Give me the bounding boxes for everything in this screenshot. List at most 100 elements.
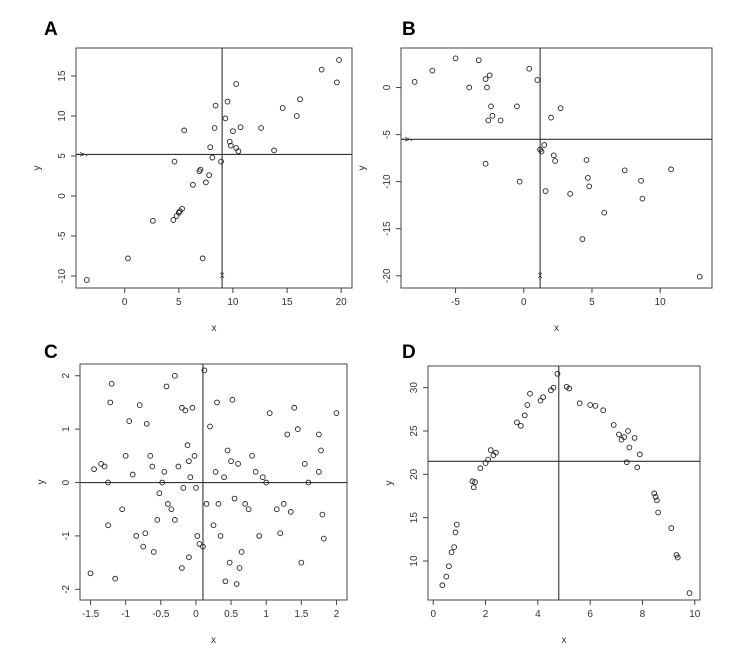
data-point [686, 590, 693, 596]
data-point [186, 458, 192, 465]
data-point [87, 570, 94, 577]
data-point [625, 428, 631, 434]
data-point [336, 57, 342, 63]
data-point [211, 125, 218, 131]
data-point [175, 209, 182, 216]
data-point [230, 128, 236, 135]
x-axis-a: 0 5 10 15 20 x [122, 288, 347, 334]
data-point [316, 431, 322, 438]
x-axis-d: 0 2 4 6 8 10 x [430, 600, 701, 646]
data-point [287, 509, 294, 515]
data-point [231, 495, 238, 502]
x-tick-label: 1.5 [294, 609, 308, 620]
y-axis-title-a: y [32, 166, 43, 171]
y-tick-label: 25 [409, 425, 420, 437]
data-point [566, 385, 573, 392]
y-axis-title-c: y [36, 480, 47, 485]
y-tick-label: 15 [57, 70, 68, 82]
data-point [161, 469, 168, 475]
data-point [182, 407, 189, 414]
data-point [226, 138, 233, 145]
x-tick-label: 2 [483, 609, 489, 620]
data-point [238, 549, 245, 555]
y-tick-label: -15 [382, 221, 393, 236]
data-point [164, 501, 171, 507]
plot-frame-d [427, 365, 701, 601]
data-point [451, 544, 458, 550]
y-tick-label: 5 [57, 153, 68, 159]
y-tick-label: 10 [409, 555, 420, 567]
mean-marker-x-a: x̄ [220, 270, 225, 280]
data-point [318, 66, 325, 73]
x-tick-label: 15 [281, 297, 293, 308]
data-point [209, 154, 216, 161]
y-tick-label: 1 [61, 426, 72, 432]
x-axis-b: -5 0 5 10 x [451, 288, 666, 334]
data-point [443, 573, 450, 580]
data-point [233, 81, 240, 87]
x-tick-label: 8 [640, 609, 646, 620]
data-point [429, 67, 436, 74]
x-tick-label: 0 [521, 297, 527, 308]
points-d [439, 370, 693, 596]
data-point [271, 147, 277, 154]
data-point [487, 447, 494, 453]
data-point [252, 469, 259, 475]
x-axis-title-a: x [212, 323, 217, 334]
data-point [655, 509, 662, 516]
data-point [488, 103, 494, 110]
data-point [224, 98, 231, 105]
data-point [486, 72, 493, 79]
data-point [319, 511, 326, 518]
x-tick-label: 10 [655, 297, 667, 308]
x-tick-label: -1.5 [82, 609, 100, 620]
data-point [199, 255, 206, 262]
data-point [189, 404, 196, 411]
data-point [601, 209, 608, 216]
x-tick-label: 2 [334, 609, 340, 620]
panel-label-d: D [402, 342, 416, 363]
data-point [186, 554, 192, 561]
data-point [259, 474, 266, 481]
data-point [184, 442, 191, 449]
data-point [489, 112, 496, 119]
data-point [142, 530, 149, 537]
data-point [222, 115, 229, 122]
data-point [623, 459, 630, 466]
panel-d: D 0 2 4 6 8 10 x 10 15 20 25 30 y [384, 342, 701, 646]
y-tick-label: 10 [57, 110, 68, 122]
plot-frame-a [75, 47, 353, 289]
data-point [150, 549, 157, 555]
y-tick-label: -20 [382, 268, 393, 283]
data-point [583, 157, 590, 163]
data-point [91, 466, 97, 473]
points-b [411, 55, 703, 280]
data-point [470, 484, 477, 491]
data-point [610, 422, 617, 428]
mean-marker-y-a: ȳ [77, 152, 87, 157]
data-point [554, 370, 561, 377]
y-tick-label: 0 [61, 479, 72, 485]
data-point [266, 410, 273, 416]
data-point [228, 458, 234, 465]
data-point [550, 384, 557, 391]
points-a [83, 57, 342, 283]
data-point [112, 575, 118, 582]
data-point [639, 195, 646, 202]
data-point [149, 217, 156, 224]
data-point [249, 452, 255, 459]
data-point [196, 541, 203, 547]
data-point [298, 559, 305, 566]
data-point [280, 501, 287, 507]
data-point [125, 255, 131, 262]
data-point [621, 167, 628, 174]
data-point [674, 554, 681, 561]
data-point [497, 117, 504, 124]
data-point [226, 559, 233, 566]
data-point [484, 84, 490, 91]
y-tick-label: 2 [61, 373, 72, 379]
y-tick-label: 0 [57, 193, 68, 199]
mean-marker-x-b: x̄ [538, 270, 543, 280]
data-point [147, 452, 154, 459]
